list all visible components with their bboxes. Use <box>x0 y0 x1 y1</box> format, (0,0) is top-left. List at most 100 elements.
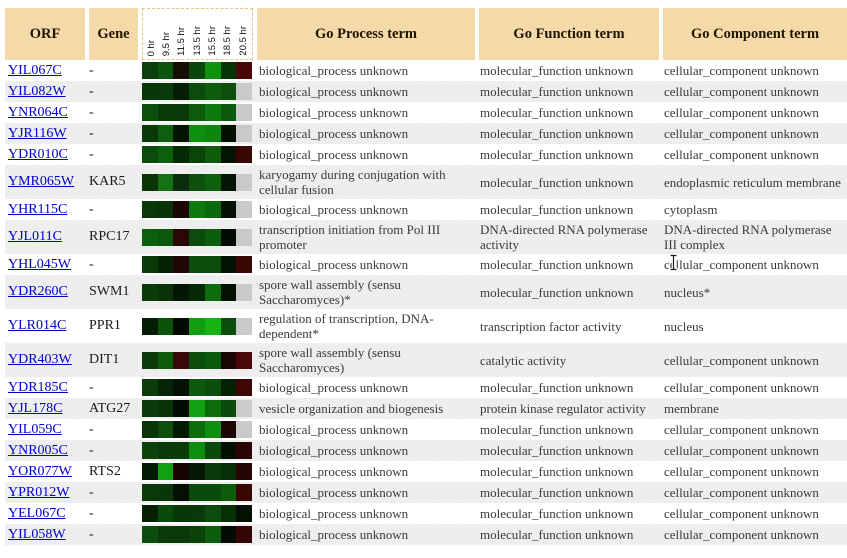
gene-label: RTS2 <box>89 463 121 479</box>
orf-link[interactable]: YIL067C <box>8 62 62 78</box>
heatmap-cell <box>189 526 205 543</box>
heatmap-cell <box>220 104 237 121</box>
heatmap-cell <box>189 463 205 480</box>
heatmap-cell-container <box>142 309 257 343</box>
go-function-term: molecular_function unknown <box>480 527 634 542</box>
heatmap-cell <box>157 379 174 396</box>
heatmap-cell <box>142 104 158 121</box>
orf-link[interactable]: YIL082W <box>8 83 66 99</box>
go-component-term: cellular_component unknown <box>664 84 819 99</box>
go-component-term: cellular_component unknown <box>664 105 819 120</box>
heatmap-strip <box>142 463 253 480</box>
heatmap-cell <box>142 442 158 459</box>
orf-cell: YNR064C <box>5 102 89 123</box>
heatmap-cell-container <box>142 440 257 461</box>
heatmap-cell <box>189 421 205 438</box>
go-function-term: molecular_function unknown <box>480 284 634 300</box>
heatmap-cell <box>220 317 237 335</box>
heatmap-cell <box>236 256 253 273</box>
orf-link[interactable]: YJL178C <box>8 400 63 416</box>
heatmap-cell <box>220 283 237 301</box>
orf-link[interactable]: YPR012W <box>8 484 70 500</box>
heatmap-cell <box>173 317 190 335</box>
orf-link[interactable]: YLR014C <box>8 318 67 333</box>
go-process-term: biological_process unknown <box>259 485 409 500</box>
orf-link[interactable]: YMR065W <box>8 174 75 189</box>
time-axis: 0 hr 9.5 hr 11.5 hr 13.5 hr 15.5 hr 18.5 hr 20… <box>142 8 253 60</box>
orf-link[interactable]: YDR185C <box>8 379 68 395</box>
heatmap-cell <box>173 146 190 163</box>
orf-link[interactable]: YNR005C <box>8 442 68 458</box>
heatmap-cell <box>157 201 174 218</box>
go-component-term: cellular_component unknown <box>664 464 819 479</box>
table-row: YHR115C - biological_process unknown mol… <box>5 199 847 220</box>
heatmap-cell <box>236 146 253 163</box>
go-process-term: biological_process unknown <box>259 126 409 141</box>
orf-cell: YJL011C <box>5 220 89 254</box>
gene-label: PPR1 <box>89 318 121 333</box>
table-row: YEL067C - biological_process unknown mol… <box>5 503 847 524</box>
heatmap-cell <box>157 83 174 100</box>
orf-link[interactable]: YIL058W <box>8 526 66 542</box>
heatmap-cell <box>204 484 221 501</box>
time-point-label: 18.5 hr <box>222 26 234 56</box>
time-point-label: 13.5 hr <box>191 26 203 56</box>
orf-link[interactable]: YDR260C <box>8 284 68 299</box>
heatmap-cell-container <box>142 123 257 144</box>
heatmap-cell <box>204 62 221 79</box>
orf-cell: YEL067C <box>5 503 89 524</box>
heatmap-cell <box>220 421 237 438</box>
heatmap-cell <box>189 484 205 501</box>
heatmap-strip <box>142 442 253 459</box>
orf-link[interactable]: YHR115C <box>8 201 68 217</box>
gene-label: - <box>89 256 94 272</box>
go-function-term: molecular_function unknown <box>480 147 634 162</box>
heatmap-cell <box>236 442 253 459</box>
column-header-component-cell: Go Component term <box>663 8 847 60</box>
go-component-term: cytoplasm <box>664 202 718 217</box>
heatmap-cell <box>142 317 158 335</box>
table-row: YHL045W - biological_process unknown mol… <box>5 254 847 275</box>
orf-link[interactable]: YNR064C <box>8 104 68 120</box>
orf-link[interactable]: YEL067C <box>8 505 66 521</box>
table-row: YNR064C - biological_process unknown mol… <box>5 102 847 123</box>
heatmap-cell <box>204 173 221 191</box>
heatmap-cell <box>236 62 253 79</box>
go-component-term: cellular_component unknown <box>664 422 819 437</box>
orf-link[interactable]: YDR403W <box>8 352 72 367</box>
heatmap-cell-container <box>142 482 257 503</box>
heatmap-cell <box>157 256 174 273</box>
heatmap-cell <box>220 228 237 246</box>
heatmap-cell <box>189 256 205 273</box>
heatmap-cell <box>173 228 190 246</box>
heatmap-cell <box>173 400 190 417</box>
heatmap-cell <box>173 484 190 501</box>
column-header-function-cell: Go Function term <box>479 8 663 60</box>
heatmap-strip <box>142 83 253 100</box>
orf-link[interactable]: YJL011C <box>8 229 62 244</box>
gene-label: DIT1 <box>89 352 120 367</box>
heatmap-cell <box>157 442 174 459</box>
orf-link[interactable]: YJR116W <box>8 125 67 141</box>
heatmap-cell <box>142 125 158 142</box>
orf-cell: YDR185C <box>5 377 89 398</box>
orf-cell: YDR403W <box>5 343 89 377</box>
heatmap-cell <box>236 104 253 121</box>
heatmap-cell-container <box>142 199 257 220</box>
heatmap-cell <box>189 400 205 417</box>
heatmap-cell <box>157 317 174 335</box>
orf-link[interactable]: YIL059C <box>8 421 62 437</box>
orf-link[interactable]: YHL045W <box>8 256 71 272</box>
go-component-term: cellular_component unknown <box>664 527 819 542</box>
orf-link[interactable]: YOR077W <box>8 463 72 479</box>
orf-cell: YJL178C <box>5 398 89 419</box>
gene-label: - <box>89 146 94 162</box>
orf-link[interactable]: YDR010C <box>8 146 68 162</box>
go-component-term: nucleus <box>664 318 704 334</box>
go-function-term: protein kinase regulator activity <box>480 401 646 416</box>
heatmap-cell-container <box>142 503 257 524</box>
heatmap-cell-container <box>142 275 257 309</box>
orf-cell: YIL082W <box>5 81 89 102</box>
go-function-term: molecular_function unknown <box>480 105 634 120</box>
